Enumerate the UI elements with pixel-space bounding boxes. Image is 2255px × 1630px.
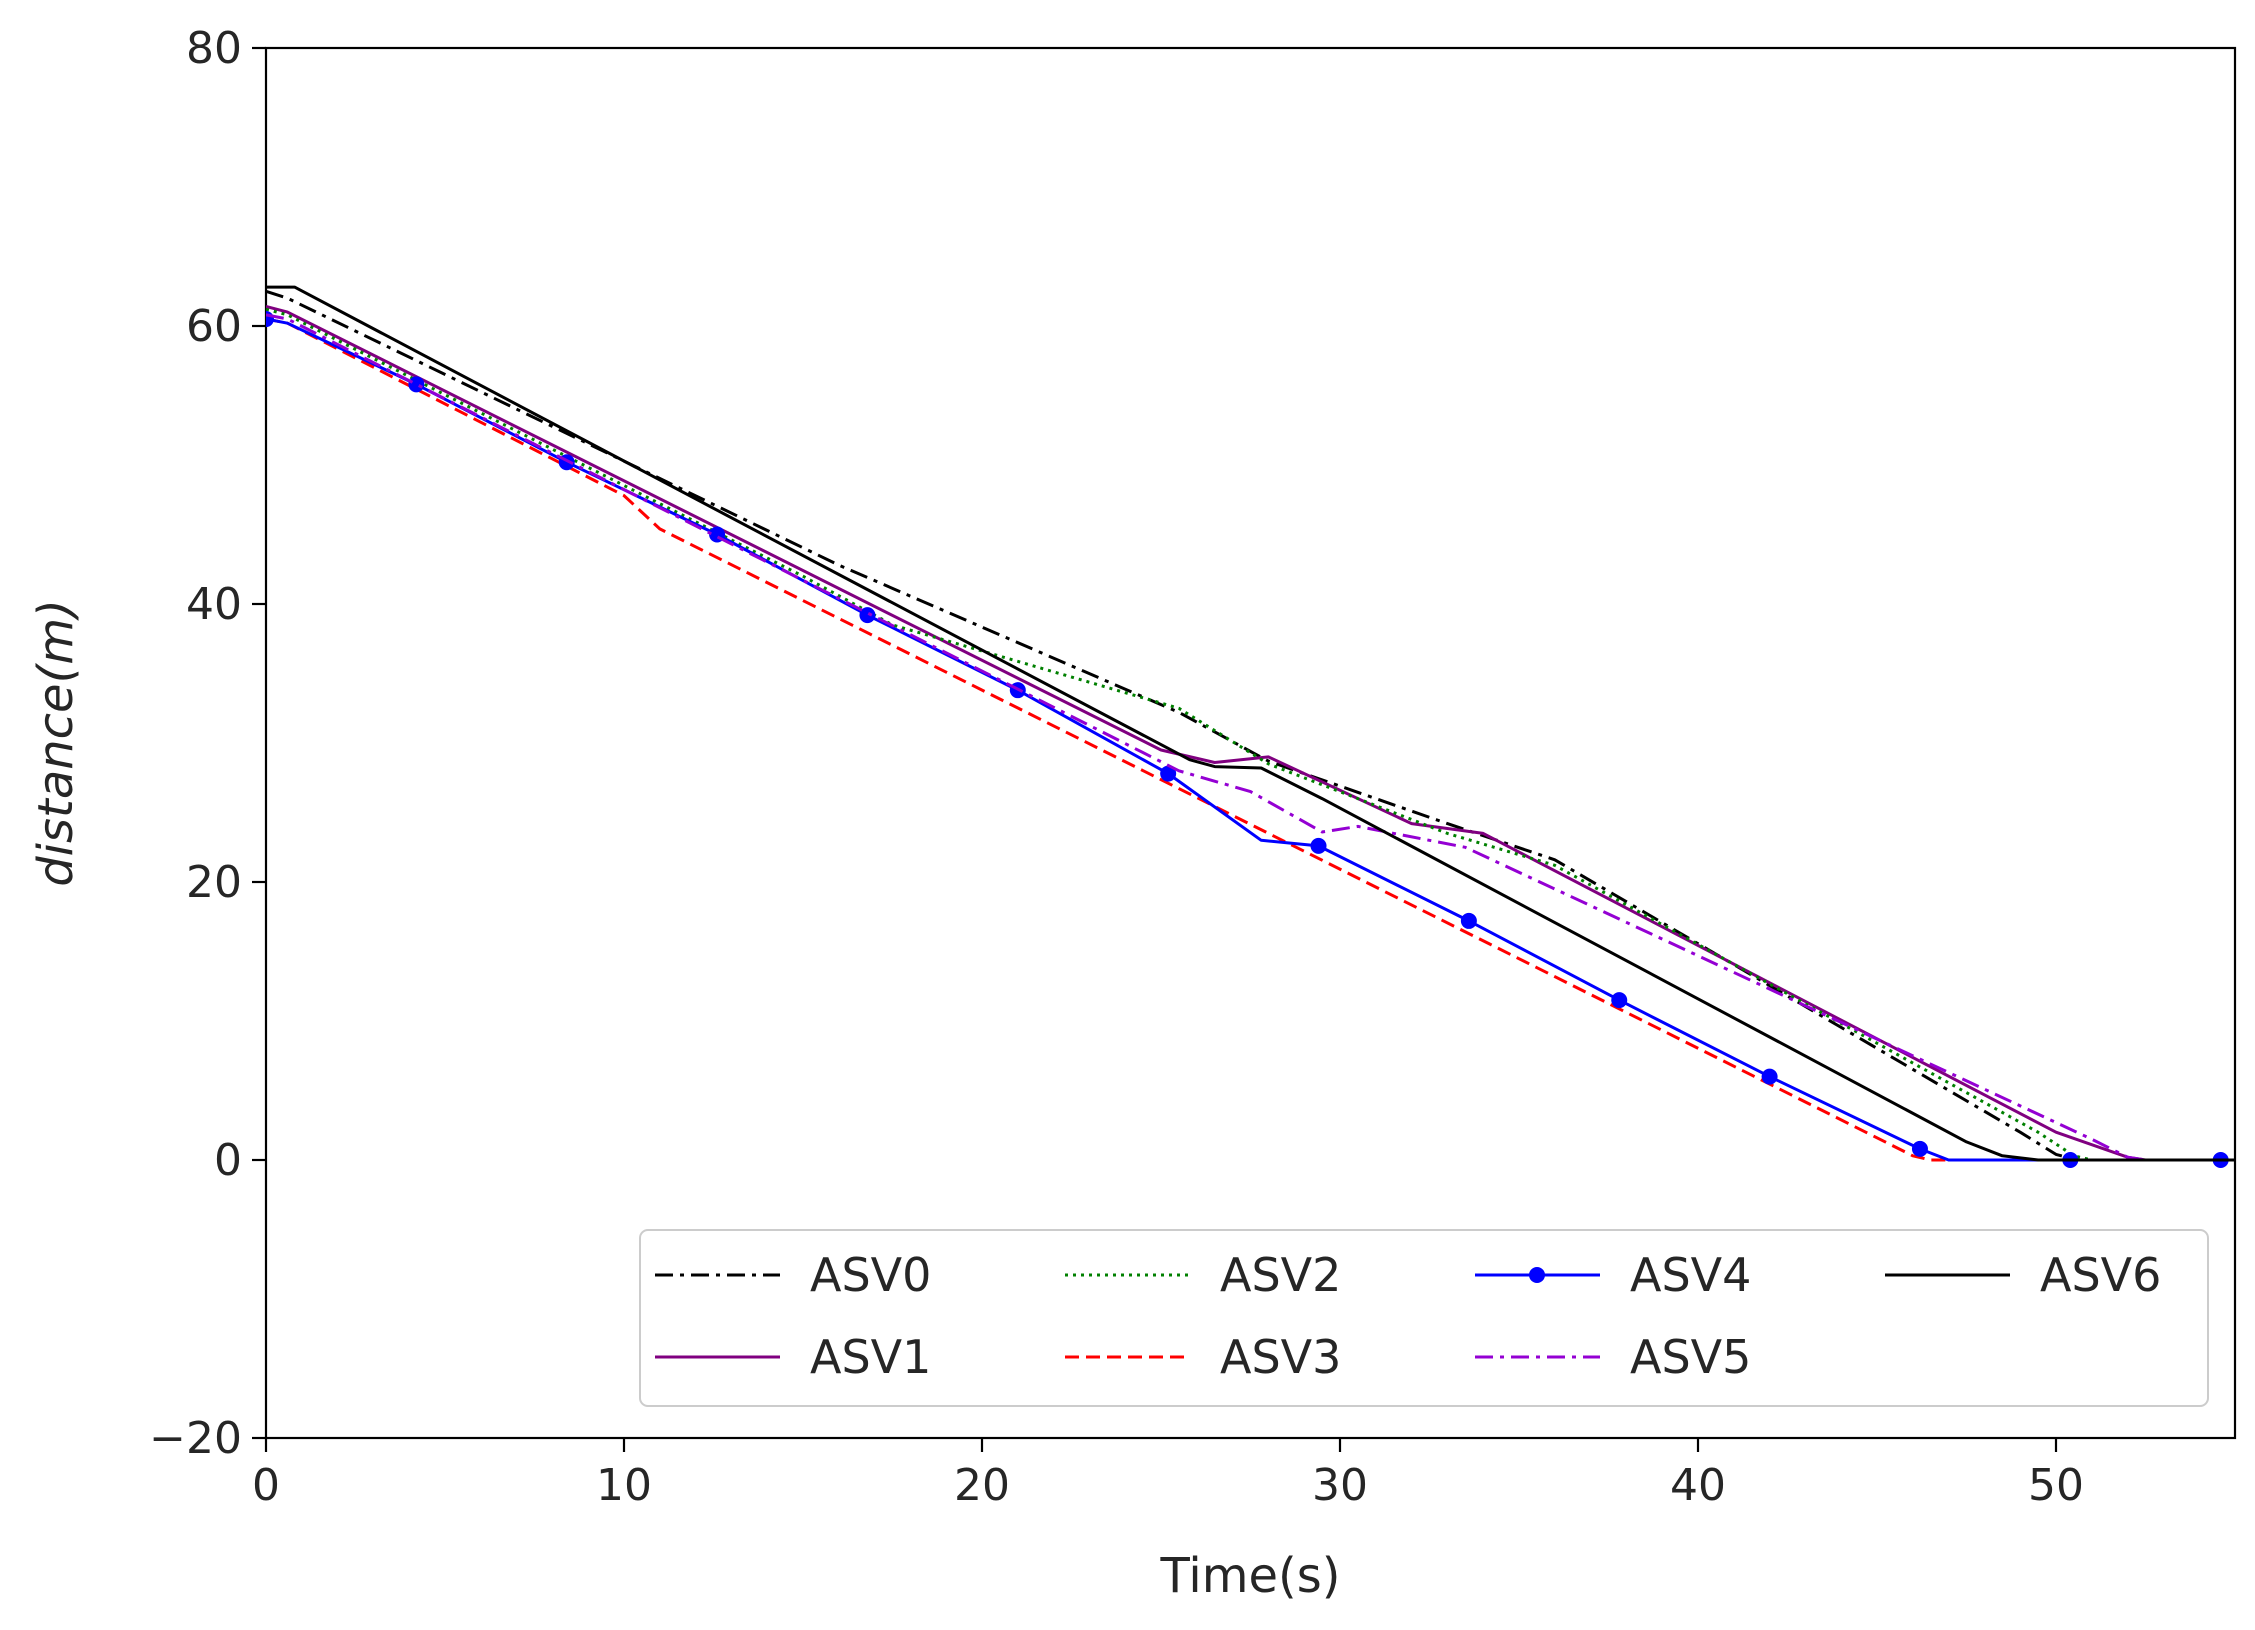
- legend-label-asv1: ASV1: [810, 1330, 931, 1384]
- y-tick-label: 80: [186, 23, 242, 74]
- data-point-asv4: [1310, 837, 1327, 854]
- legend-label-asv4: ASV4: [1630, 1248, 1751, 1302]
- x-tick-label: 20: [954, 1460, 1010, 1511]
- series-line-asv5: [266, 313, 2235, 1162]
- legend-label-asv2: ASV2: [1220, 1248, 1341, 1302]
- legend-label-asv0: ASV0: [810, 1248, 931, 1302]
- y-tick-label: 40: [186, 579, 242, 630]
- data-point-asv4: [1611, 992, 1628, 1009]
- legend-label-asv3: ASV3: [1220, 1330, 1341, 1384]
- series-line-asv1: [266, 305, 2235, 1162]
- data-point-asv4: [1460, 912, 1477, 929]
- data-point-asv4: [1761, 1068, 1778, 1085]
- y-tick-label: 20: [186, 857, 242, 908]
- series-line-asv6: [266, 285, 2235, 1162]
- y-tick-label: 60: [186, 301, 242, 352]
- legend-box: [639, 1229, 2209, 1407]
- series-line-asv4: [266, 317, 2235, 1162]
- data-point-asv4: [859, 607, 876, 624]
- data-point-asv4: [408, 376, 425, 393]
- series-line-asv3: [266, 317, 2235, 1162]
- y-axis-label: distance(m): [28, 599, 84, 887]
- y-tick-label: 0: [214, 1135, 242, 1186]
- data-point-asv4: [1911, 1140, 1928, 1157]
- x-axis-label: Time(s): [1160, 1548, 1341, 1604]
- data-point-asv4: [266, 311, 274, 328]
- x-tick-label: 10: [596, 1460, 652, 1511]
- series-line-asv0: [266, 289, 2235, 1162]
- series-line-asv2: [266, 307, 2235, 1162]
- x-tick-label: 30: [1312, 1460, 1368, 1511]
- y-tick-label: −20: [149, 1413, 242, 1464]
- x-tick-label: 50: [2028, 1460, 2084, 1511]
- axes-frame: [264, 46, 2237, 1440]
- plot-frame: [264, 46, 2237, 1440]
- series-layer: [266, 285, 2235, 1168]
- legend: ASV0 ASV1 ASV2 ASV3 ASV4 ASV5 ASV6: [639, 1229, 2209, 1407]
- x-tick-label: 0: [252, 1460, 280, 1511]
- legend-label-asv5: ASV5: [1630, 1330, 1751, 1384]
- data-point-asv4: [1160, 765, 1177, 782]
- legend-marker-asv4: [1529, 1267, 1545, 1283]
- x-tick-label: 40: [1670, 1460, 1726, 1511]
- legend-label-asv6: ASV6: [2040, 1248, 2161, 1302]
